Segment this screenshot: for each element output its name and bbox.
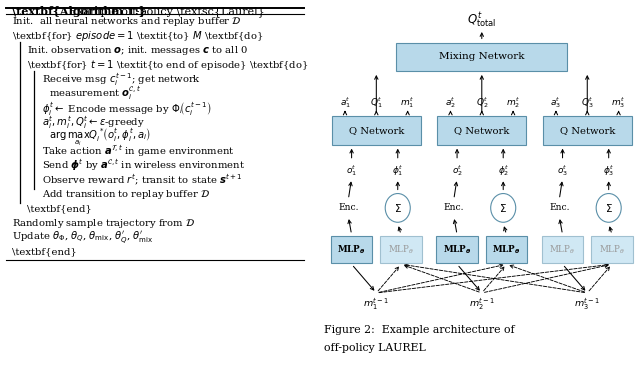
Text: Update $\theta_\Phi$, $\theta_Q$, $\theta_\mathrm{mix}$, $\theta_Q'$, $\theta_\m: Update $\theta_\Phi$, $\theta_Q$, $\thet…: [12, 229, 154, 246]
Text: $\phi_3^t$: $\phi_3^t$: [603, 163, 614, 178]
FancyBboxPatch shape: [436, 236, 477, 263]
Text: $m_3^{t-1}$: $m_3^{t-1}$: [574, 297, 600, 312]
Text: off-policy LAUREL: off-policy LAUREL: [324, 344, 426, 353]
FancyBboxPatch shape: [542, 236, 583, 263]
Text: $a_3^t$: $a_3^t$: [550, 94, 561, 110]
Text: Q Network: Q Network: [349, 126, 404, 135]
Text: Mixing Network: Mixing Network: [439, 52, 525, 61]
Text: $o_1^t$: $o_1^t$: [346, 163, 357, 178]
Text: Init.  all neural networks and replay buffer $\mathcal{D}$: Init. all neural networks and replay buf…: [12, 15, 242, 28]
Text: MLP$_{\boldsymbol{\theta}}$: MLP$_{\boldsymbol{\theta}}$: [492, 243, 521, 256]
Text: \textbf{for} $\mathit{episode}=1$ \textit{to} $M$ \textbf{do}: \textbf{for} $\mathit{episode}=1$ \texti…: [12, 29, 264, 43]
Text: MLP$_\theta$: MLP$_\theta$: [599, 243, 625, 256]
Text: $\Sigma$: $\Sigma$: [394, 202, 402, 214]
Text: $a_i^t,m_i^t,Q_i^t \leftarrow \epsilon$-greedy: $a_i^t,m_i^t,Q_i^t \leftarrow \epsilon$-…: [42, 114, 145, 131]
Text: \textbf{end}: \textbf{end}: [27, 204, 92, 213]
Text: MLP$_{\boldsymbol{\theta}}$: MLP$_{\boldsymbol{\theta}}$: [443, 243, 471, 256]
Text: measurement $\boldsymbol{o}_i^{\mathcal{C},t}$: measurement $\boldsymbol{o}_i^{\mathcal{…: [49, 85, 141, 102]
FancyBboxPatch shape: [543, 116, 632, 144]
FancyBboxPatch shape: [332, 116, 421, 144]
Text: Take action $\boldsymbol{a}^{\mathcal{T},t}$ in game environment: Take action $\boldsymbol{a}^{\mathcal{T}…: [42, 143, 234, 159]
Text: $o_2^t$: $o_2^t$: [452, 163, 463, 178]
Text: Randomly sample trajectory from $\mathcal{D}$: Randomly sample trajectory from $\mathca…: [12, 217, 196, 229]
Text: $Q_2^t$: $Q_2^t$: [476, 94, 488, 110]
Text: $\arg\max_{a_i} Q_i^*\!\left(o_i^t,\phi_i^t,a_i\right)$: $\arg\max_{a_i} Q_i^*\!\left(o_i^t,\phi_…: [49, 126, 151, 147]
Text: Add transition to replay buffer $\mathcal{D}$: Add transition to replay buffer $\mathca…: [42, 188, 209, 201]
Text: $Q^t_\mathrm{total}$: $Q^t_\mathrm{total}$: [467, 11, 497, 30]
Text: $Q_1^t$: $Q_1^t$: [370, 94, 383, 110]
Text: Enc.: Enc.: [444, 203, 464, 212]
FancyBboxPatch shape: [331, 236, 372, 263]
FancyBboxPatch shape: [486, 236, 527, 263]
Text: Example off-policy \textsc{Laurel}: Example off-policy \textsc{Laurel}: [68, 6, 264, 17]
Text: $\phi_2^t$: $\phi_2^t$: [497, 163, 509, 178]
FancyBboxPatch shape: [380, 236, 422, 263]
Text: MLP$_\theta$: MLP$_\theta$: [549, 243, 576, 256]
Text: $\Sigma$: $\Sigma$: [605, 202, 612, 214]
Circle shape: [385, 194, 410, 222]
Text: \textbf{end}: \textbf{end}: [12, 247, 77, 256]
Text: Observe reward $r^t$; transit to state $\boldsymbol{s}^{t+1}$: Observe reward $r^t$; transit to state $…: [42, 172, 242, 187]
Text: \textbf{for} $t=1$ \textit{to end of episode} \textbf{do}: \textbf{for} $t=1$ \textit{to end of epi…: [27, 58, 308, 72]
Text: $m_1^{t-1}$: $m_1^{t-1}$: [364, 297, 389, 312]
Text: $m_1^t$: $m_1^t$: [401, 94, 415, 110]
Circle shape: [491, 194, 516, 222]
FancyBboxPatch shape: [437, 116, 526, 144]
Text: $Q_3^t$: $Q_3^t$: [581, 94, 593, 110]
Text: $a_2^t$: $a_2^t$: [445, 94, 456, 110]
Circle shape: [596, 194, 621, 222]
Text: Q Network: Q Network: [559, 126, 615, 135]
Text: $m_3^t$: $m_3^t$: [611, 94, 626, 110]
Text: Figure 2:  Example architecture of: Figure 2: Example architecture of: [324, 325, 514, 335]
Text: $\phi_1^t$: $\phi_1^t$: [392, 163, 403, 178]
Text: Enc.: Enc.: [549, 203, 570, 212]
Text: $a_1^t$: $a_1^t$: [339, 94, 351, 110]
Text: $m_2^t$: $m_2^t$: [506, 94, 520, 110]
Text: Enc.: Enc.: [338, 203, 358, 212]
Text: $o_3^t$: $o_3^t$: [557, 163, 568, 178]
Text: \textbf{Algorithm 1:}: \textbf{Algorithm 1:}: [12, 6, 146, 17]
Text: Q Network: Q Network: [454, 126, 509, 135]
Text: $\phi_i^t \leftarrow$ Encode message by $\Phi_i\!\left(c_i^{t-1}\right)$: $\phi_i^t \leftarrow$ Encode message by …: [42, 100, 211, 116]
Text: Init. observation $\boldsymbol{o}$; init. messages $\boldsymbol{c}$ to all 0: Init. observation $\boldsymbol{o}$; init…: [27, 44, 248, 57]
Text: $\Sigma$: $\Sigma$: [499, 202, 507, 214]
Text: MLP$_\theta$: MLP$_\theta$: [388, 243, 414, 256]
Text: MLP$_{\boldsymbol{\theta}}$: MLP$_{\boldsymbol{\theta}}$: [337, 243, 366, 256]
Text: Receive msg $c_i^{t-1}$; get network: Receive msg $c_i^{t-1}$; get network: [42, 71, 200, 88]
Text: $m_2^{t-1}$: $m_2^{t-1}$: [468, 297, 495, 312]
FancyBboxPatch shape: [396, 43, 568, 71]
Text: Send $\boldsymbol{\phi}^t$ by $\boldsymbol{a}^{\mathcal{C},t}$ in wireless envir: Send $\boldsymbol{\phi}^t$ by $\boldsymb…: [42, 158, 244, 173]
FancyBboxPatch shape: [591, 236, 632, 263]
